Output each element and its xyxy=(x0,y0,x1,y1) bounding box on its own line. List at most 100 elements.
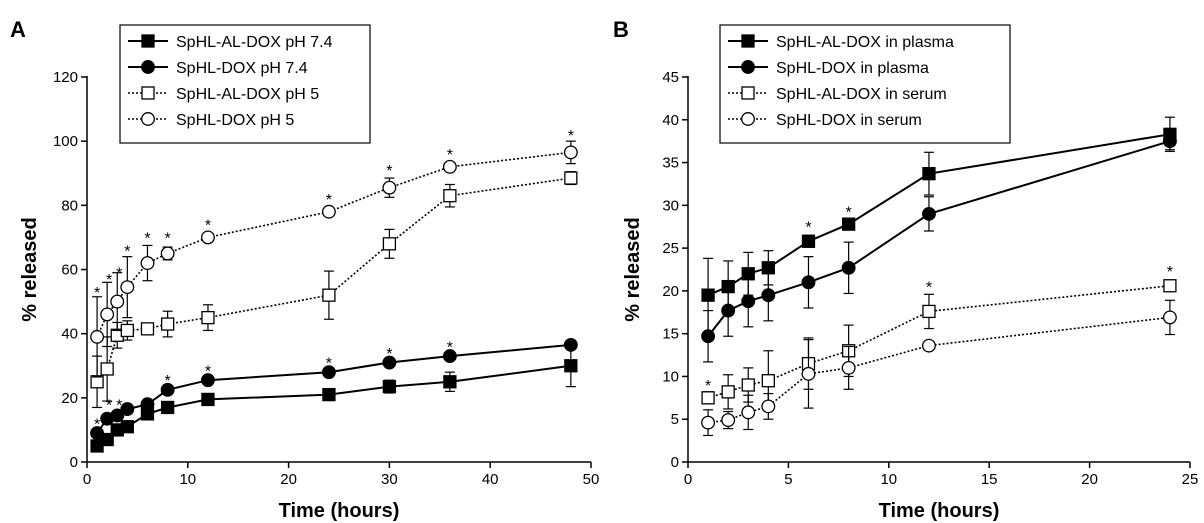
data-point xyxy=(841,360,856,375)
data-point xyxy=(1163,279,1177,293)
data-point xyxy=(721,385,735,399)
data-point xyxy=(110,408,125,423)
data-point xyxy=(1162,134,1177,149)
data-point xyxy=(110,294,125,309)
x-tick-label: 0 xyxy=(83,471,91,488)
significance-marker: * xyxy=(1167,264,1173,281)
significance-marker: * xyxy=(94,285,100,302)
data-point xyxy=(564,359,578,373)
y-tick-label: 35 xyxy=(662,155,679,172)
significance-marker: * xyxy=(106,397,112,414)
significance-marker: * xyxy=(144,230,150,247)
data-point xyxy=(100,307,115,322)
legend-marker xyxy=(741,60,755,74)
series-2 xyxy=(701,132,1177,363)
significance-marker: * xyxy=(94,417,100,434)
data-point xyxy=(120,402,135,417)
panel-letter: B xyxy=(613,17,629,42)
legend-label: SpHL-DOX pH 7.4 xyxy=(176,60,308,77)
x-tick-label: 20 xyxy=(1081,471,1098,488)
data-point xyxy=(801,275,816,290)
panel-b: B 0 5 10 15 20 25 30 35 40 45 0 5 10 15 20 25 Time (hours… xyxy=(613,17,1198,522)
data-point xyxy=(90,426,105,441)
panel-a: A 0 20 40 60 80 100 120 0 10 20 30 40 50 Time (hours)%… xyxy=(10,17,599,522)
significance-marker: * xyxy=(926,280,932,297)
y-axis-title: % released xyxy=(19,217,41,322)
series-1 xyxy=(90,344,578,453)
data-point xyxy=(322,288,336,302)
data-point xyxy=(563,145,578,160)
series-4 xyxy=(701,299,1177,437)
significance-marker: * xyxy=(386,163,392,180)
y-tick-label: 30 xyxy=(662,197,679,214)
data-point xyxy=(322,387,336,402)
x-tick-label: 10 xyxy=(179,471,196,488)
x-tick-label: 15 xyxy=(981,471,998,488)
data-point xyxy=(443,375,457,389)
legend-box xyxy=(119,24,371,144)
legend-item: SpHL-AL-DOX pH 7.4 xyxy=(128,34,333,51)
legend-label: SpHL-DOX in serum xyxy=(776,112,922,129)
data-point xyxy=(761,288,776,303)
x-tick-label: 10 xyxy=(880,471,897,488)
data-point xyxy=(922,304,936,319)
y-tick-label: 40 xyxy=(61,326,78,343)
data-point xyxy=(160,382,175,397)
significance-marker: * xyxy=(124,243,130,260)
significance-marker: * xyxy=(326,356,332,373)
data-point xyxy=(801,366,816,381)
data-point xyxy=(201,230,215,245)
data-point xyxy=(721,413,736,428)
series-line xyxy=(707,285,1170,399)
x-tick-label: 0 xyxy=(684,471,692,488)
data-point xyxy=(321,365,336,380)
y-tick-label: 20 xyxy=(61,390,78,407)
significance-marker: * xyxy=(805,220,811,237)
legend-marker xyxy=(741,86,755,100)
significance-marker: * xyxy=(165,373,171,390)
data-point xyxy=(922,167,936,181)
series-2 xyxy=(90,337,578,441)
data-point xyxy=(140,256,155,271)
data-point xyxy=(120,323,134,338)
legend-item: SpHL-DOX in plasma xyxy=(728,60,929,77)
data-point xyxy=(382,379,397,394)
significance-marker: * xyxy=(846,204,852,221)
significance-marker: * xyxy=(705,378,711,395)
legend-item: SpHL-AL-DOX pH 5 xyxy=(128,86,319,103)
data-point xyxy=(761,399,776,414)
legend-marker xyxy=(141,34,155,48)
y-tick-label: 20 xyxy=(662,283,679,300)
legend-item: SpHL-DOX pH 7.4 xyxy=(128,60,308,77)
x-tick-label: 20 xyxy=(280,471,297,488)
significance-marker: * xyxy=(116,397,122,414)
legend-label: SpHL-AL-DOX pH 5 xyxy=(176,86,319,103)
data-point xyxy=(701,391,715,405)
significance-marker: * xyxy=(205,218,211,235)
series-3 xyxy=(701,279,1177,412)
data-point xyxy=(741,378,755,392)
significance-marker: * xyxy=(326,192,332,209)
x-tick-label: 5 xyxy=(784,471,792,488)
y-tick-label: 10 xyxy=(662,368,679,385)
y-tick-label: 80 xyxy=(61,197,78,214)
data-point xyxy=(1162,310,1177,325)
y-tick-label: 0 xyxy=(671,454,679,471)
data-point xyxy=(442,159,457,174)
series-4 xyxy=(90,140,578,378)
data-point xyxy=(201,392,215,407)
y-tick-label: 120 xyxy=(53,69,78,86)
data-point xyxy=(160,317,175,331)
x-axis-title: Time (hours) xyxy=(279,500,400,522)
y-tick-label: 0 xyxy=(70,454,78,471)
legend-label: SpHL-AL-DOX in serum xyxy=(776,86,947,103)
data-point xyxy=(701,415,716,430)
significance-marker: * xyxy=(116,266,122,283)
y-tick-label: 60 xyxy=(61,262,78,279)
legend-item: SpHL-DOX in serum xyxy=(728,112,922,129)
data-point xyxy=(160,246,175,261)
legend: SpHL-AL-DOX in plasma SpHL-DOX in plasma S… xyxy=(719,24,1011,144)
data-point xyxy=(741,294,756,309)
series-line xyxy=(96,177,571,383)
